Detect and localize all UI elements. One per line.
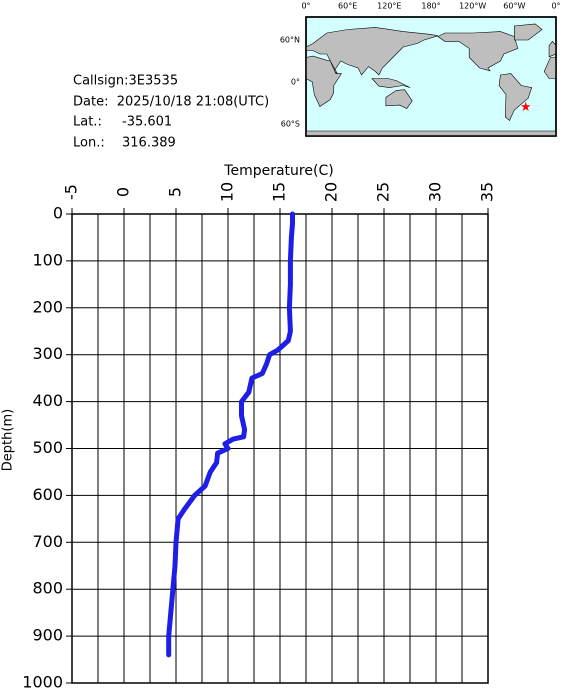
x-tick-label: 10: [218, 182, 237, 202]
y-tick-label: 400: [32, 391, 63, 410]
map-lon-label: 0°: [301, 2, 310, 11]
land: [305, 55, 342, 107]
x-tick-label: 35: [478, 182, 497, 202]
map: 0° 60°E 120°E 180° 120°W 60°W 0° 60°N 0° 60°S: [280, 2, 561, 137]
x-tick-label: -5: [62, 184, 81, 200]
lat-label: Lat.:: [73, 115, 102, 130]
map-lat-label: 0°: [291, 78, 300, 87]
land: [548, 40, 557, 58]
y-tick-label: 0: [53, 204, 63, 223]
y-tick-label: 500: [32, 438, 63, 457]
location-marker: [521, 101, 531, 111]
x-tick-label: 15: [270, 182, 289, 202]
lat-value: -35.601: [122, 115, 172, 130]
y-tick-label: 600: [32, 485, 63, 504]
y-tick-label: 100: [32, 250, 63, 269]
land: [437, 31, 519, 72]
land: [514, 23, 543, 41]
y-tick-label: 1000: [22, 673, 63, 690]
plot-frame: [71, 213, 489, 684]
profile-line: [166, 211, 295, 658]
y-tick-label: 700: [32, 532, 63, 551]
y-tick-label: 800: [32, 579, 63, 598]
map-lat-label: 60°N: [280, 36, 300, 45]
x-axis-title: Temperature(C): [223, 163, 333, 179]
date: Date: 2025/10/18 21:08(UTC): [73, 95, 269, 110]
map-lon-label: 60°W: [503, 2, 525, 11]
map-frame: [305, 16, 557, 137]
x-tick-label: 20: [322, 182, 341, 202]
lon-label: Lon.:: [73, 136, 105, 151]
map-lat-label: 60°S: [281, 120, 300, 129]
land: [305, 130, 557, 137]
land: [305, 27, 439, 76]
x-tick-label: 5: [166, 187, 185, 197]
y-tick-label: 900: [32, 626, 63, 645]
lon-value: 316.389: [122, 136, 176, 151]
land: [371, 78, 411, 88]
land: [498, 73, 533, 121]
y-tick-label: 200: [32, 297, 63, 316]
map-lon-label: 120°E: [377, 2, 401, 11]
y-axis-title: Depth(m): [1, 409, 16, 471]
plot: -5 0 5 10 15 20 25 30 35 0 100 200 300 400 500 600 700 80…: [22, 182, 496, 690]
x-tick-label: 25: [374, 182, 393, 202]
map-lon-label: 180°: [421, 2, 440, 11]
y-tick-label: 300: [32, 344, 63, 363]
x-tick-label: 0: [114, 187, 133, 197]
land: [385, 89, 413, 109]
map-lon-label: 0°: [551, 2, 560, 11]
callsign: Callsign:3E3535: [73, 74, 178, 89]
x-tick-label: 30: [426, 182, 445, 202]
map-lon-label: 60°E: [338, 2, 357, 11]
map-lon-label: 120°W: [459, 2, 486, 11]
